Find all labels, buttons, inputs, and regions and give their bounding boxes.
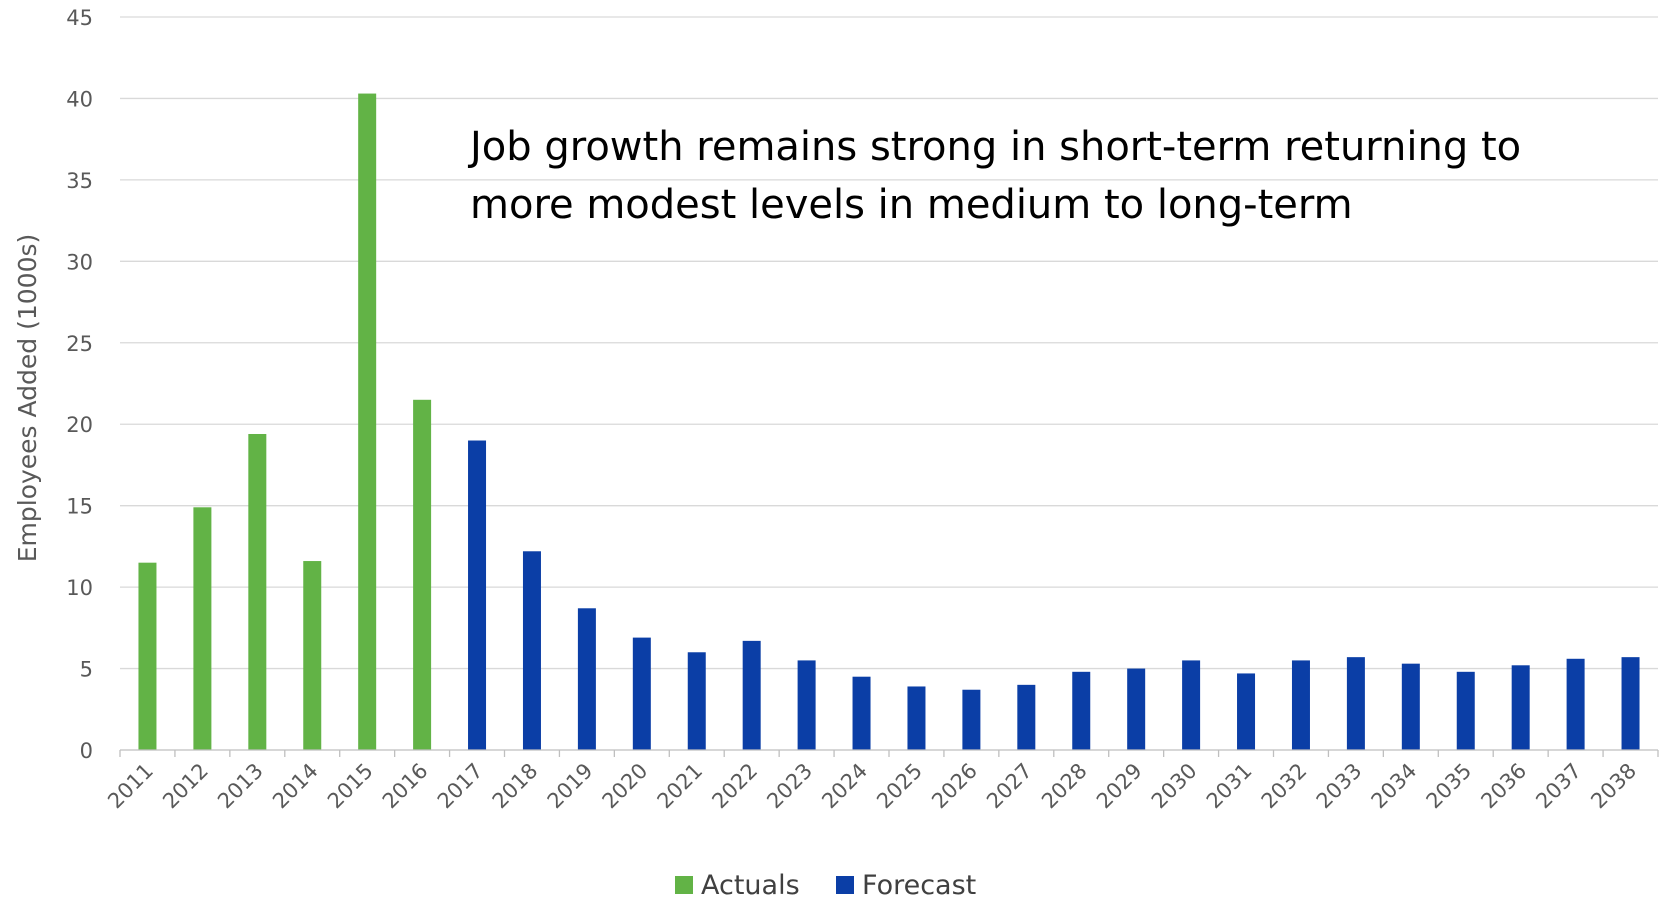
annotation-line-1: Job growth remains strong in short-term … xyxy=(467,124,1521,170)
x-axis-ticks: 2011 2012 2013 2014 2015 2016 2017 2018 2019 2020… xyxy=(103,750,1659,814)
bar-2024 xyxy=(852,676,871,750)
y-tick-label: 25 xyxy=(66,332,93,356)
x-tick-label: 2038 xyxy=(1586,759,1641,814)
bar-2028 xyxy=(1072,671,1091,750)
legend-swatch-forecast xyxy=(836,876,854,894)
bar-2021 xyxy=(687,652,706,750)
x-tick-label: 2021 xyxy=(653,759,708,814)
bar-2036 xyxy=(1511,665,1530,750)
x-tick-label: 2024 xyxy=(817,759,872,814)
bar-2012 xyxy=(193,507,212,750)
bar-2037 xyxy=(1566,658,1585,750)
x-tick-label: 2025 xyxy=(872,759,927,814)
x-tick-label: 2012 xyxy=(158,759,213,814)
y-tick-label: 40 xyxy=(66,87,93,111)
bar-2025 xyxy=(907,686,926,750)
x-tick-label: 2013 xyxy=(213,759,268,814)
x-tick-label: 2016 xyxy=(378,759,433,814)
bar-2023 xyxy=(797,660,816,750)
x-tick-label: 2015 xyxy=(323,759,378,814)
y-tick-label: 30 xyxy=(66,250,93,274)
legend-swatch-actuals xyxy=(675,876,693,894)
bar-2018 xyxy=(522,551,541,750)
x-tick-label: 2037 xyxy=(1531,759,1586,814)
bar-2015 xyxy=(358,93,377,750)
x-tick-label: 2026 xyxy=(927,759,982,814)
bar-2035 xyxy=(1456,671,1475,750)
bar-2031 xyxy=(1237,673,1256,750)
bar-2013 xyxy=(248,433,267,750)
x-tick-label: 2030 xyxy=(1147,759,1202,814)
x-tick-label: 2028 xyxy=(1037,759,1092,814)
legend-label-forecast: Forecast xyxy=(862,870,976,901)
x-tick-label: 2022 xyxy=(707,759,762,814)
y-tick-label: 10 xyxy=(66,576,93,600)
x-tick-label: 2031 xyxy=(1202,759,1257,814)
x-tick-label: 2027 xyxy=(982,759,1037,814)
legend: Actuals Forecast xyxy=(675,870,976,901)
y-tick-label: 15 xyxy=(66,495,93,519)
x-tick-label: 2029 xyxy=(1092,759,1147,814)
y-tick-label: 5 xyxy=(80,658,93,682)
bar-2038 xyxy=(1621,657,1640,750)
bar-2034 xyxy=(1401,663,1420,750)
bar-2032 xyxy=(1291,660,1310,750)
bar-2017 xyxy=(468,440,487,750)
x-tick-label: 2018 xyxy=(488,759,543,814)
bars xyxy=(138,93,1640,750)
y-tick-label: 0 xyxy=(80,739,93,763)
bar-2027 xyxy=(1017,684,1036,750)
x-tick-label: 2033 xyxy=(1312,759,1367,814)
bar-2016 xyxy=(413,399,432,750)
bar-2030 xyxy=(1182,660,1201,750)
bar-2014 xyxy=(303,561,322,750)
gridlines xyxy=(120,16,1658,670)
x-tick-label: 2019 xyxy=(543,759,598,814)
x-tick-label: 2036 xyxy=(1476,759,1531,814)
bar-2019 xyxy=(577,608,596,750)
bar-2033 xyxy=(1346,657,1365,750)
x-tick-label: 2034 xyxy=(1367,759,1422,814)
bar-2011 xyxy=(138,562,157,750)
bar-2029 xyxy=(1127,668,1146,750)
y-tick-label: 20 xyxy=(66,413,93,437)
y-axis-ticks: 0 5 10 15 20 25 30 35 40 45 xyxy=(66,6,93,763)
bar-2020 xyxy=(632,637,651,750)
bar-2022 xyxy=(742,640,761,750)
annotation-line-2: more modest levels in medium to long-ter… xyxy=(470,182,1353,228)
x-tick-label: 2017 xyxy=(433,759,488,814)
y-tick-label: 45 xyxy=(66,6,93,30)
bar-2026 xyxy=(962,689,981,750)
x-tick-label: 2014 xyxy=(268,759,323,814)
x-tick-label: 2011 xyxy=(103,759,158,814)
legend-label-actuals: Actuals xyxy=(701,870,800,901)
x-tick-label: 2020 xyxy=(598,759,653,814)
y-axis-label: Employees Added (1000s) xyxy=(13,234,42,563)
x-tick-label: 2023 xyxy=(762,759,817,814)
y-tick-label: 35 xyxy=(66,169,93,193)
x-tick-label: 2035 xyxy=(1422,759,1477,814)
x-tick-label: 2032 xyxy=(1257,759,1312,814)
